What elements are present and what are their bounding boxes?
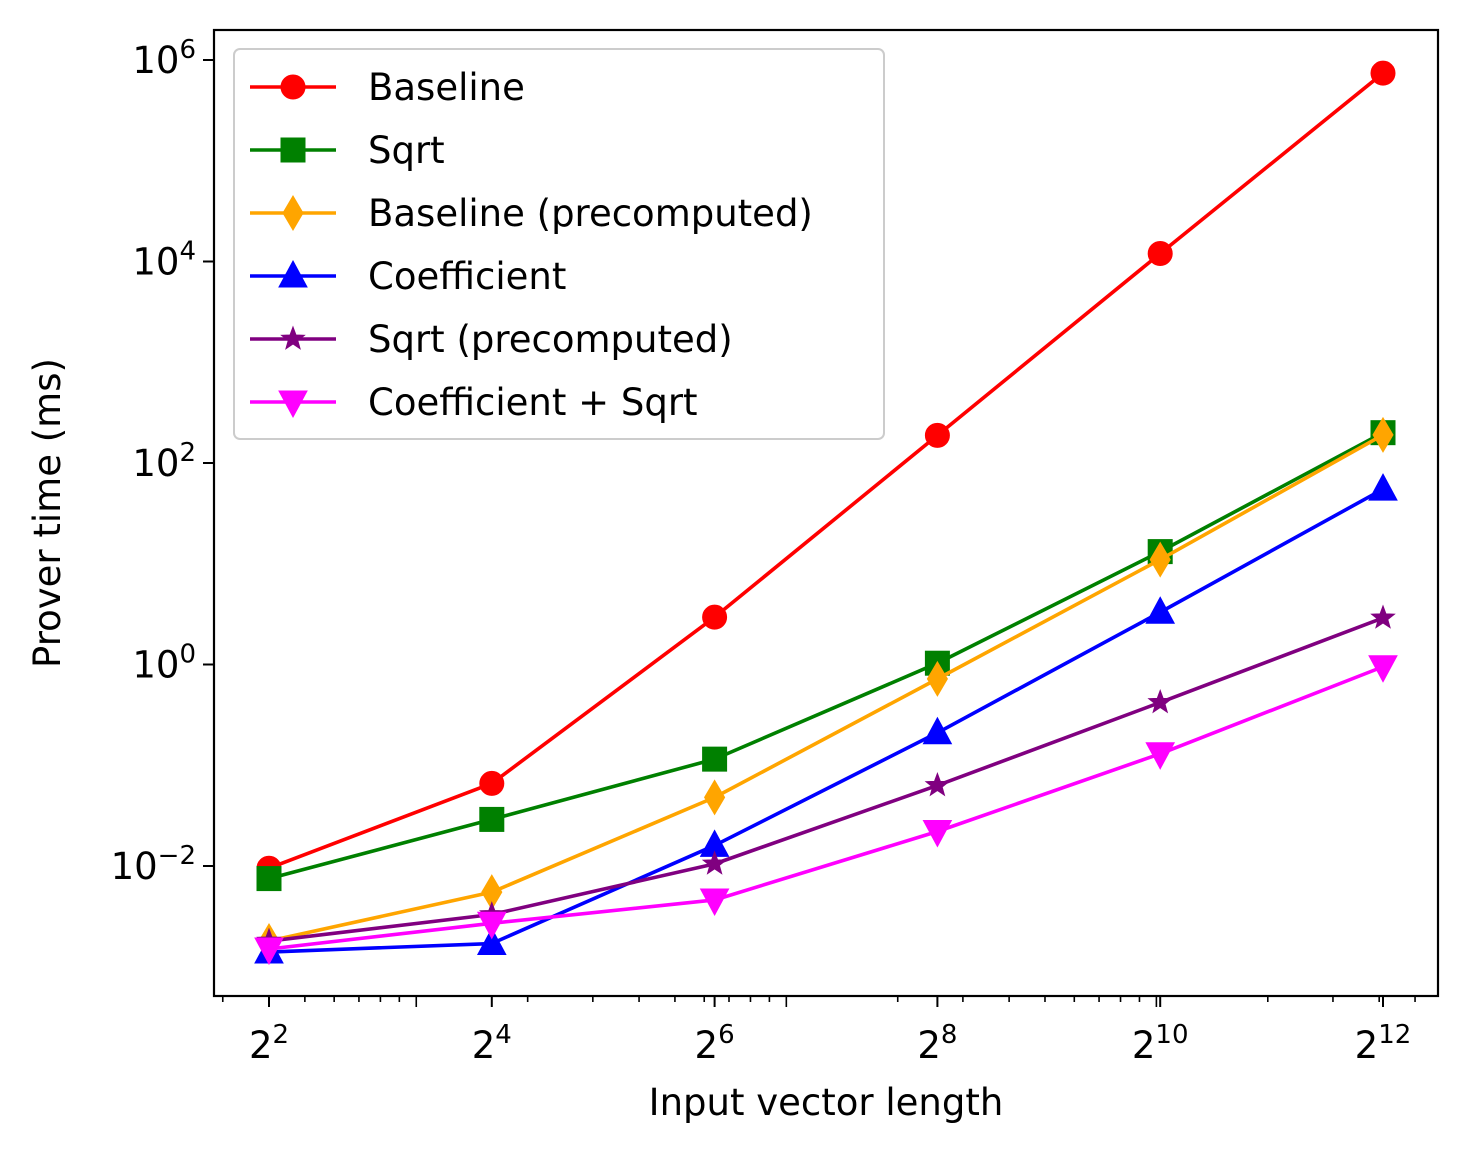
- x-tick-label: 212: [1355, 1020, 1412, 1067]
- legend-item: Coefficient: [250, 255, 566, 298]
- data-point: [256, 866, 282, 892]
- data-point: [704, 779, 726, 816]
- series-line: [268, 433, 1384, 943]
- x-tick-label: 26: [695, 1020, 735, 1067]
- data-point: [702, 746, 728, 772]
- data-point: [479, 770, 505, 796]
- y-tick-label: 106: [132, 35, 196, 82]
- legend-item: Sqrt: [250, 129, 445, 172]
- legend-marker: [280, 74, 306, 100]
- legend-item: Sqrt (precomputed): [250, 318, 733, 361]
- data-point: [476, 927, 507, 956]
- legend-label: Sqrt (precomputed): [368, 318, 733, 361]
- y-tick-label: 10−2: [111, 841, 196, 888]
- y-axis-label: Prover time (ms): [26, 358, 69, 668]
- series-line: [268, 431, 1384, 881]
- series-line: [268, 616, 1384, 943]
- series-layer: [254, 60, 1398, 966]
- x-axis-label: Input vector length: [649, 1081, 1004, 1124]
- legend-marker: [278, 390, 308, 419]
- legend-item: Baseline: [250, 66, 525, 109]
- data-point: [1368, 473, 1398, 501]
- data-point: [702, 604, 728, 630]
- x-tick-label: 24: [472, 1020, 512, 1067]
- legend-label: Sqrt: [368, 129, 445, 172]
- data-point: [1145, 596, 1176, 624]
- series-line: [268, 71, 1385, 870]
- series-0: [256, 60, 1396, 881]
- data-point: [1149, 541, 1171, 578]
- x-minor-ticks: [221, 996, 1416, 1007]
- y-tick-label: 104: [132, 237, 196, 284]
- legend-label: Baseline (precomputed): [368, 192, 813, 235]
- data-point: [476, 911, 507, 940]
- legend-label: Coefficient: [368, 255, 566, 298]
- y-tick-label: 100: [132, 640, 196, 687]
- series-2: [258, 416, 1394, 960]
- data-point: [1147, 241, 1173, 267]
- data-point: [699, 888, 730, 917]
- legend-marker: [278, 259, 308, 288]
- legend-item: Coefficient + Sqrt: [250, 381, 698, 424]
- data-point: [1370, 60, 1396, 86]
- series-line: [268, 665, 1384, 951]
- x-tick-label: 28: [917, 1020, 957, 1067]
- plot-frame: [212, 28, 1440, 998]
- y-axis-ticks: 10−2 100 102 104 106: [111, 35, 214, 888]
- legend-marker: [282, 195, 304, 231]
- series-5: [254, 655, 1398, 966]
- data-point: [924, 772, 951, 797]
- legend-label: Coefficient + Sqrt: [368, 381, 698, 424]
- legend-marker: [280, 137, 306, 163]
- x-tick-label: 210: [1132, 1020, 1189, 1067]
- x-axis-ticks: 22 24 26 28 210 212: [249, 996, 1411, 1067]
- legend-label: Baseline: [368, 66, 525, 109]
- data-point: [254, 937, 284, 966]
- data-point: [1368, 655, 1398, 683]
- x-tick-label: 22: [249, 1020, 289, 1067]
- data-point: [922, 716, 953, 745]
- data-point: [1147, 689, 1173, 714]
- data-point: [1145, 742, 1176, 770]
- data-point: [1370, 604, 1396, 629]
- data-point: [926, 660, 948, 697]
- legend-box: [233, 48, 885, 440]
- series-line: [268, 487, 1384, 954]
- data-point: [1372, 416, 1394, 453]
- data-point: [922, 820, 953, 848]
- y-tick-label: 102: [132, 438, 196, 485]
- legend: Baseline Sqrt Baseline (precomputed) Coeffi…: [233, 48, 885, 440]
- data-point: [701, 850, 728, 875]
- legend-marker: [280, 325, 306, 350]
- data-point: [924, 422, 950, 448]
- legend-item: Baseline (precomputed): [250, 192, 813, 235]
- data-point: [479, 806, 505, 832]
